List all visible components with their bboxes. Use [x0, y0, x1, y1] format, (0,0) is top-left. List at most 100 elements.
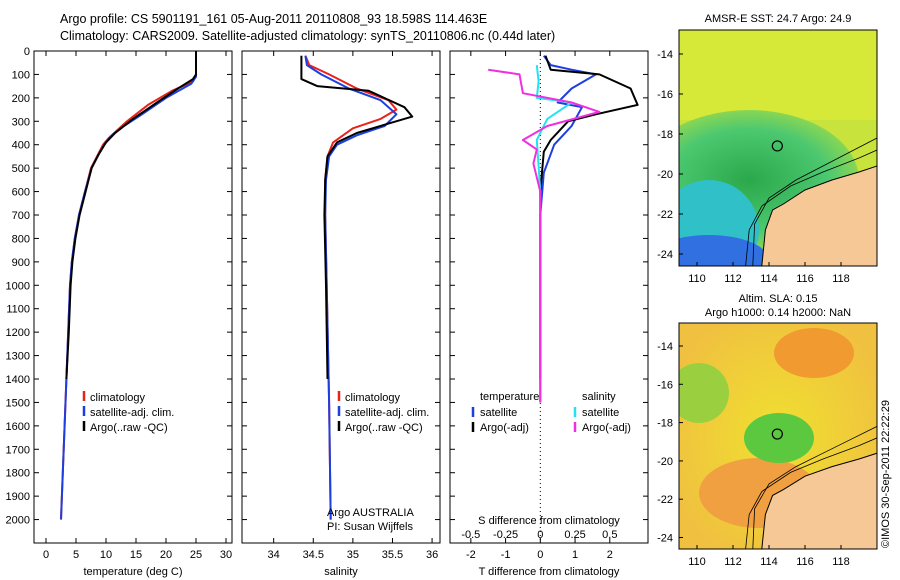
- depth-tick-label: 1700: [6, 444, 30, 456]
- difference-xtick-label: 2: [607, 549, 613, 561]
- difference-series-line: [539, 55, 639, 379]
- sst-warm-band: [679, 30, 877, 120]
- temperature-xtick-label: 15: [130, 549, 142, 561]
- map-ytick-label: -22: [657, 209, 673, 221]
- sst-map: [678, 29, 878, 267]
- difference-series-line: [488, 68, 601, 403]
- map-ytick-label: -24: [657, 249, 673, 261]
- temperature-frame: [33, 50, 233, 544]
- isobath-line: [745, 149, 877, 266]
- map-ytick-label: -22: [657, 494, 673, 506]
- map-ytick-label: -20: [657, 169, 673, 181]
- temperature-xtick-label: 0: [43, 549, 49, 561]
- map-ytick-label: -14: [657, 49, 673, 61]
- isobath-line: [752, 137, 877, 266]
- depth-tick-label: 1200: [6, 327, 30, 339]
- map-xtick-label: 110: [688, 273, 706, 285]
- sla-high-patch: [774, 328, 854, 378]
- profile-title: Argo profile: CS 5901191_161 05-Aug-2011…: [60, 12, 488, 26]
- climatology-title: Climatology: CARS2009. Satellite-adjuste…: [60, 29, 556, 43]
- s-diff-tick-label: 0.5: [602, 529, 617, 541]
- s-diff-tick-label: 0: [537, 529, 543, 541]
- map-xtick-label: 112: [724, 273, 742, 285]
- map-ytick-label: -18: [657, 418, 673, 430]
- salinity-xtick-label: 34.5: [303, 549, 324, 561]
- legend-title-salinity: salinity: [582, 391, 616, 403]
- map-xtick-label: 118: [832, 273, 850, 285]
- depth-tick-label: 100: [12, 69, 30, 81]
- difference-xlabel: T difference from climatology: [479, 566, 620, 578]
- land-mass: [761, 452, 877, 549]
- salinity-xtick-label: 34: [268, 549, 280, 561]
- map-ytick-label: -16: [657, 379, 673, 391]
- map-ytick-label: -16: [657, 89, 673, 101]
- legend-entry: satellite-adj. clim.: [90, 407, 174, 419]
- depth-tick-label: 0: [24, 46, 30, 58]
- sst-map-frame: [678, 29, 878, 267]
- legend-entry: Argo(-adj): [582, 422, 631, 434]
- depth-tick-label: 800: [12, 233, 30, 245]
- map-xtick-label: 116: [796, 273, 814, 285]
- land-mass: [761, 165, 877, 266]
- s-diff-tick-label: -0.5: [461, 529, 480, 541]
- map-xtick-label: 114: [760, 556, 778, 568]
- sla-low-patch: [679, 363, 729, 423]
- temperature-xtick-label: 5: [73, 549, 79, 561]
- map-xtick-label: 116: [796, 556, 814, 568]
- difference-xtick-label: -1: [501, 549, 511, 561]
- map-xtick-label: 118: [832, 556, 850, 568]
- map-ytick-label: -24: [657, 533, 673, 545]
- depth-tick-label: 200: [12, 93, 30, 105]
- s-diff-tick-label: 0.25: [564, 529, 585, 541]
- difference-xtick-label: -2: [466, 549, 476, 561]
- legend-entry: satellite-adj. clim.: [345, 407, 429, 419]
- sla-map-frame: [678, 322, 878, 550]
- temperature-xtick-label: 10: [100, 549, 112, 561]
- argo-position-marker: [771, 428, 783, 440]
- temperature-xtick-label: 20: [160, 549, 172, 561]
- sla-map-title: Altim. SLA: 0.15: [739, 293, 818, 305]
- salinity-xtick-label: 36: [426, 549, 438, 561]
- isobath-line: [745, 437, 877, 549]
- salinity-xtick-label: 35.5: [382, 549, 403, 561]
- sst-map-field: [679, 30, 877, 266]
- map-xtick-label: 112: [724, 556, 742, 568]
- map-ytick-label: -18: [657, 129, 673, 141]
- depth-tick-label: 600: [12, 187, 30, 199]
- salinity-series-line: [300, 55, 414, 380]
- depth-tick-label: 1500: [6, 397, 30, 409]
- s-diff-tick-label: -0.25: [493, 529, 518, 541]
- legend-entry: climatology: [345, 392, 401, 404]
- sla-map: [678, 322, 878, 550]
- depth-tick-label: 300: [12, 116, 30, 128]
- temperature-xlabel: temperature (deg C): [83, 566, 182, 578]
- depth-tick-label: 1900: [6, 491, 30, 503]
- depth-tick-label: 1000: [6, 280, 30, 292]
- argo-position-marker: [771, 140, 783, 152]
- depth-tick-label: 1300: [6, 351, 30, 363]
- depth-tick-label: 2000: [6, 515, 30, 527]
- difference-series-line: [535, 64, 573, 403]
- depth-tick-label: 1600: [6, 421, 30, 433]
- difference-xtick-label: 0: [537, 549, 543, 561]
- salinity-xtick-label: 35: [347, 549, 359, 561]
- temperature-series-line: [65, 51, 197, 380]
- temperature-xtick-label: 30: [220, 549, 232, 561]
- depth-tick-label: 900: [12, 257, 30, 269]
- depth-tick-label: 1400: [6, 374, 30, 386]
- sst-map-title: AMSR-E SST: 24.7 Argo: 24.9: [705, 13, 852, 25]
- legend-entry: satellite: [480, 407, 517, 419]
- temperature-xtick-label: 25: [190, 549, 202, 561]
- difference-frame: [449, 50, 649, 544]
- s-diff-label: S difference from climatology: [478, 515, 620, 527]
- map-ytick-label: -20: [657, 456, 673, 468]
- legend-entry: climatology: [90, 392, 146, 404]
- depth-tick-label: 1100: [6, 304, 30, 316]
- depth-tick-label: 500: [12, 163, 30, 175]
- legend-entry: Argo(-adj): [480, 422, 529, 434]
- salinity-frame: [241, 50, 441, 544]
- depth-tick-label: 1800: [6, 468, 30, 480]
- legend-entry: Argo(..raw -QC): [90, 422, 168, 434]
- legend-title-temperature: temperature: [480, 391, 539, 403]
